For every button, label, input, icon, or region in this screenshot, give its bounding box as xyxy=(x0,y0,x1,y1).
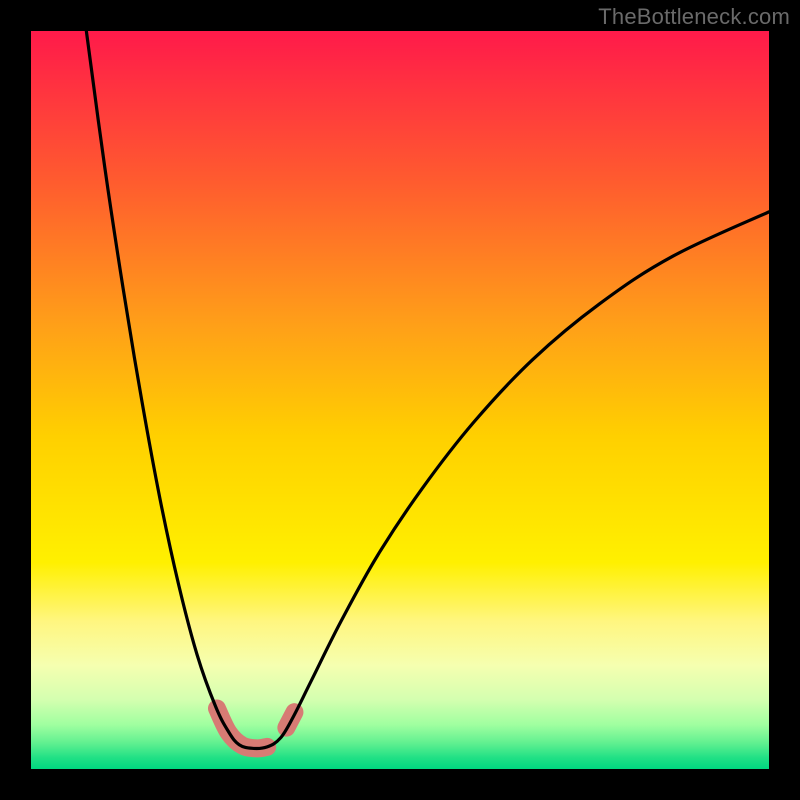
bottleneck-plot xyxy=(31,31,769,769)
chart-frame: TheBottleneck.com xyxy=(0,0,800,800)
plot-wrap xyxy=(31,31,769,769)
watermark-text: TheBottleneck.com xyxy=(598,4,790,30)
